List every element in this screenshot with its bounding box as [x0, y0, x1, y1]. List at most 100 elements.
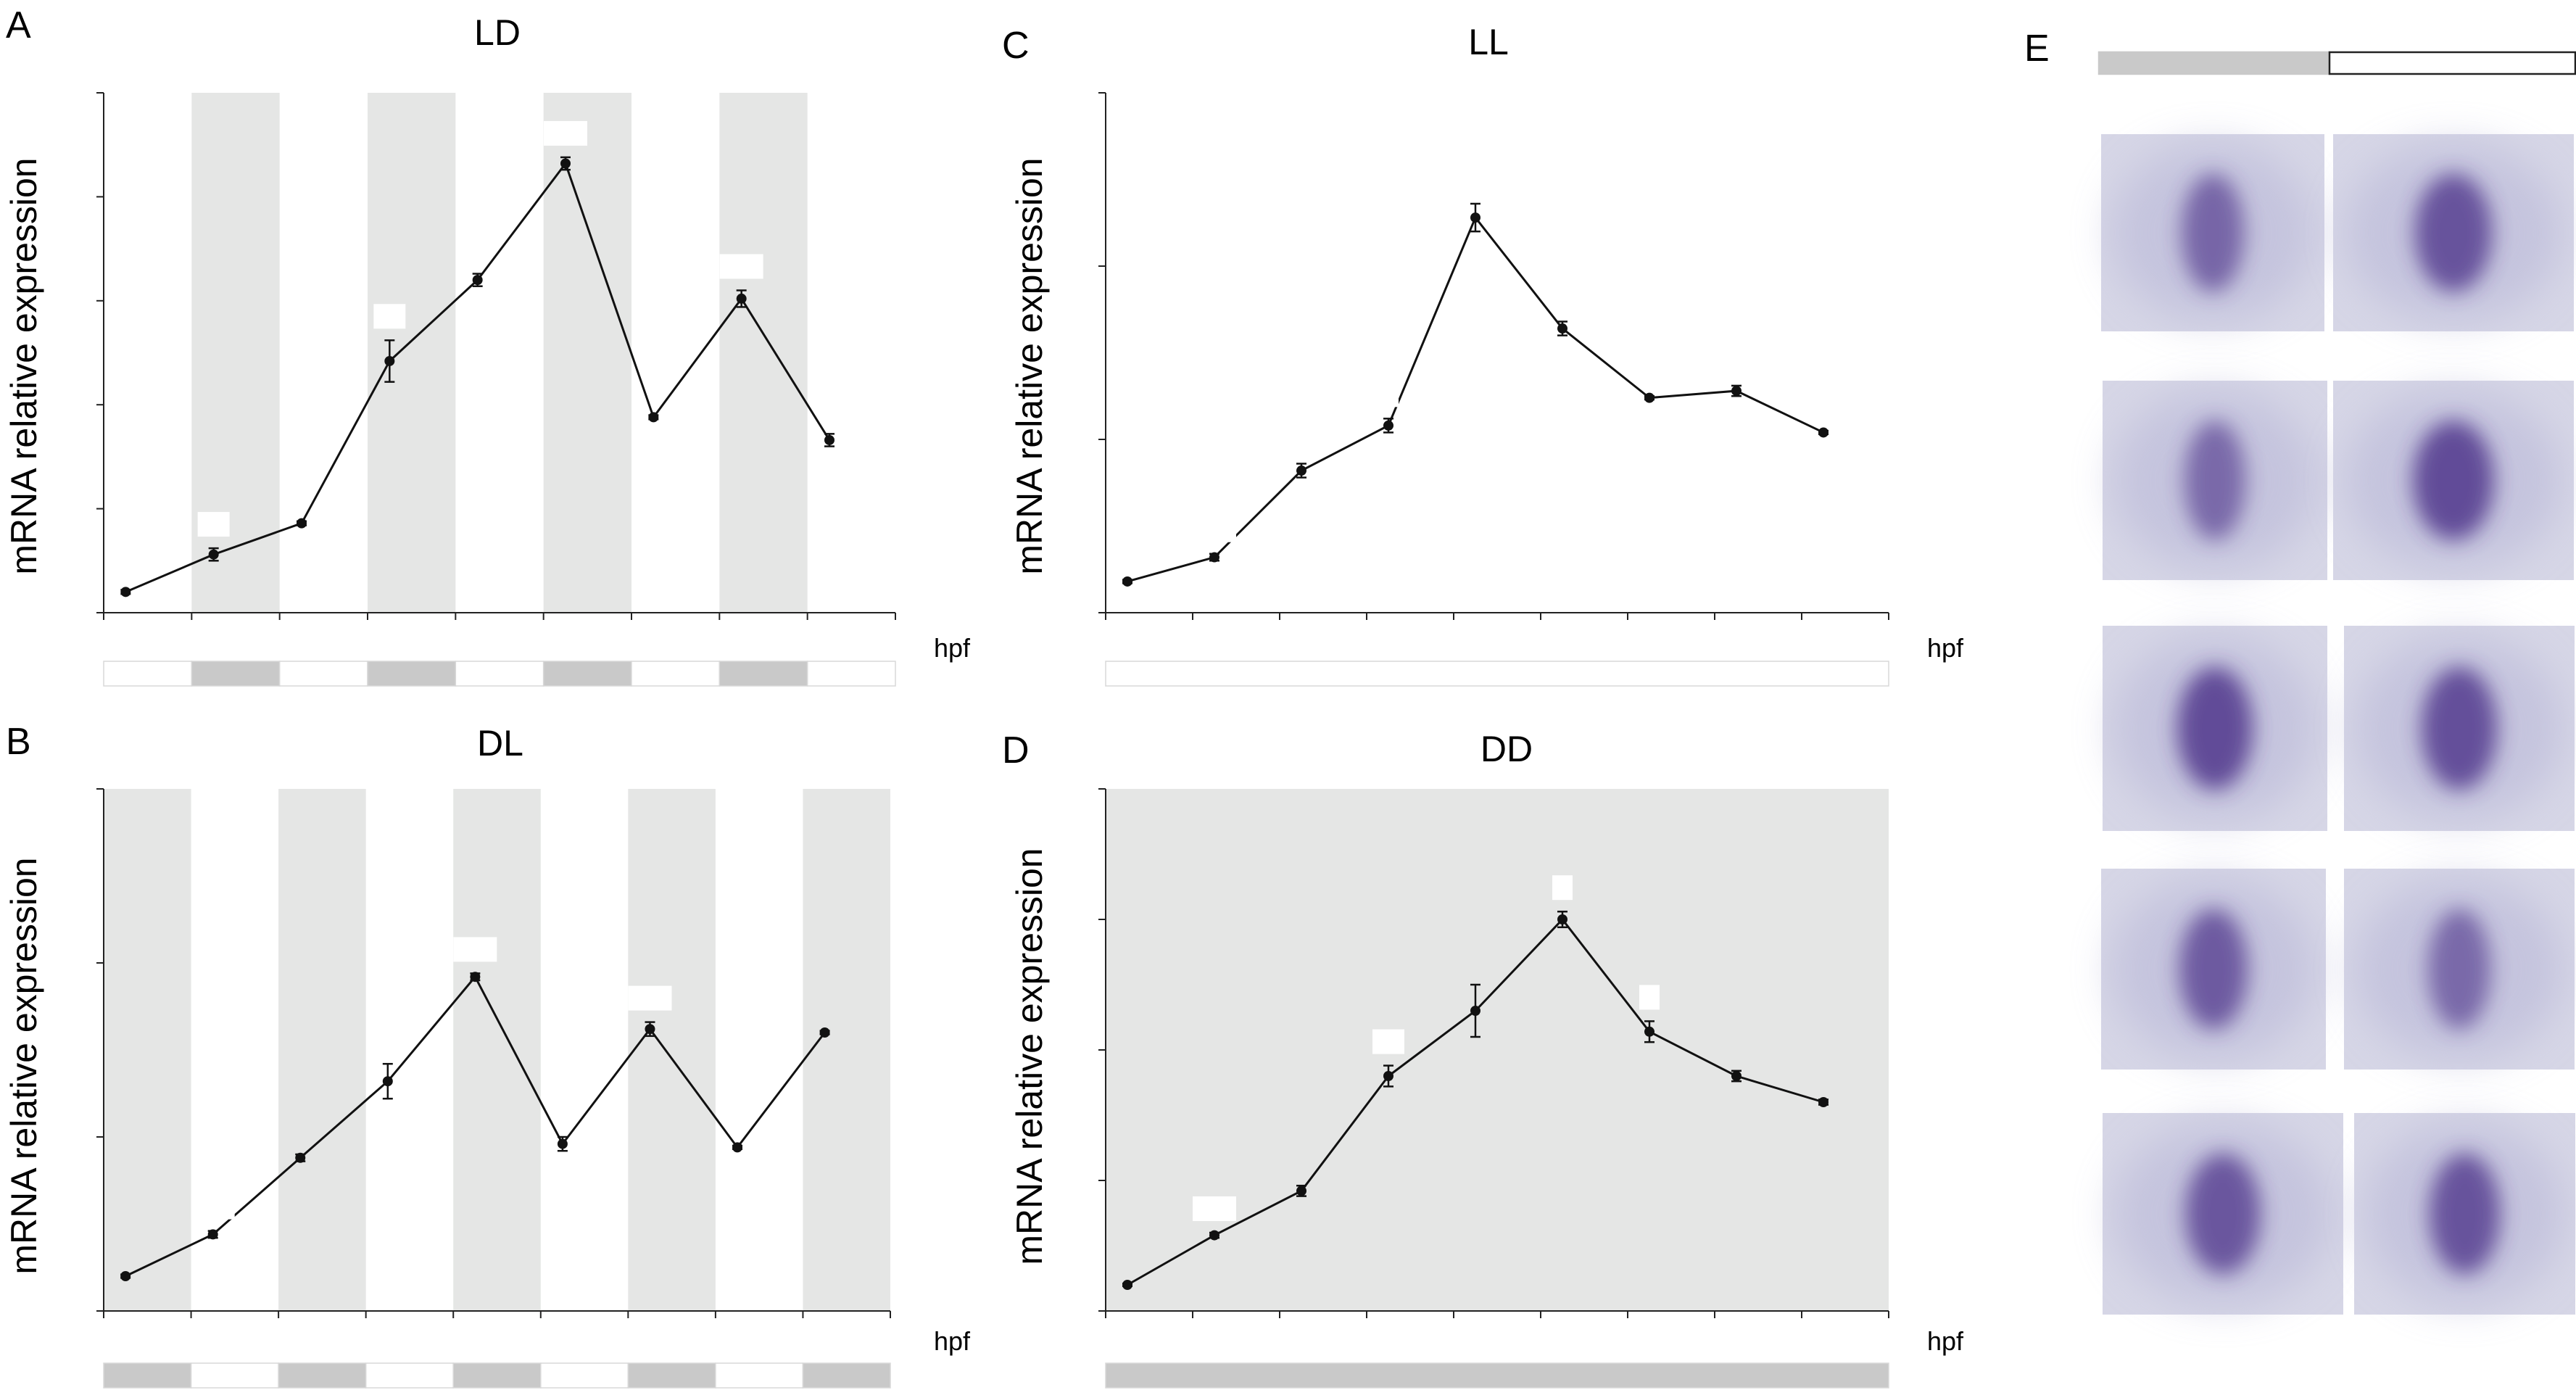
panel-letter-c: C: [1002, 25, 1030, 67]
significance-label-bg: [1372, 1029, 1404, 1054]
data-point: [207, 1229, 218, 1240]
light-phase-bar-segment: [806, 661, 896, 687]
ish-panel-e: E: [2024, 28, 2576, 1315]
data-point: [1557, 914, 1567, 924]
y-axis-label-b: mRNA relative expression: [4, 857, 44, 1274]
light-phase-bar-segment: [365, 1362, 454, 1389]
dark-phase-shading: [278, 789, 366, 1311]
data-point: [1644, 1026, 1654, 1037]
panel-letter-e: E: [2024, 28, 2050, 70]
significance-label-bg: [1459, 167, 1491, 192]
data-point: [645, 1024, 655, 1035]
dark-phase-shading: [803, 789, 890, 1311]
ish-image-dark-phase: [2101, 134, 2324, 331]
dark-phase-bar-segment: [103, 1362, 192, 1389]
ish-stain: [2185, 1153, 2261, 1275]
light-phase-bar-segment: [103, 661, 193, 687]
chart-panel-a: A LD mRNA relative expression hpf: [4, 4, 971, 687]
data-point: [732, 1142, 743, 1153]
x-unit-label-c: hpf: [1927, 633, 1964, 663]
data-point: [1818, 1097, 1829, 1107]
ish-row: [2101, 134, 2574, 331]
plot-c: [1098, 92, 1889, 687]
light-phase-bar-segment: [715, 1362, 804, 1389]
significance-label-bg: [1552, 875, 1573, 901]
data-point: [295, 1152, 306, 1163]
light-phase-bar-segment: [2328, 51, 2576, 75]
ish-stain: [2181, 173, 2245, 292]
data-point: [1209, 552, 1219, 563]
chart-title-d: DD: [1480, 729, 1533, 769]
dark-phase-bar-segment: [1105, 1362, 1889, 1389]
chart-title-c: LL: [1468, 22, 1509, 62]
dark-phase-bar-segment: [278, 1362, 367, 1389]
data-point: [1557, 323, 1567, 334]
dark-phase-bar-segment: [367, 661, 457, 687]
dark-phase-bar-segment: [452, 1362, 542, 1389]
data-point: [1470, 212, 1480, 223]
panel-letter-d: D: [1002, 729, 1030, 771]
data-point: [1644, 392, 1654, 403]
data-point: [1731, 386, 1742, 397]
chart-panel-b: B DL mRNA relative expression hpf: [4, 721, 971, 1389]
dark-phase-shading: [453, 789, 541, 1311]
data-point: [1470, 1006, 1480, 1016]
data-point: [382, 1076, 393, 1087]
ish-row: [2103, 381, 2574, 580]
significance-label-bg: [719, 254, 763, 279]
light-phase-bar-segment: [190, 1362, 279, 1389]
data-point: [824, 434, 834, 445]
data-point: [1209, 1230, 1219, 1241]
x-unit-label-d: hpf: [1927, 1326, 1964, 1356]
significance-label-bg: [1193, 517, 1236, 542]
significance-label-bg: [544, 120, 587, 146]
data-point: [648, 412, 659, 423]
data-point: [472, 275, 483, 286]
data-point: [819, 1027, 830, 1038]
plot-a: [96, 92, 896, 687]
data-point: [470, 972, 481, 982]
ish-light-bar: [2097, 51, 2576, 75]
light-phase-bar-segment: [631, 661, 721, 687]
ish-image-grid: [2101, 134, 2575, 1315]
ish-image-light-phase: [2344, 626, 2575, 831]
ish-image-light-phase: [2333, 134, 2574, 331]
ish-row: [2103, 626, 2575, 831]
ish-image-light-phase: [2333, 381, 2574, 580]
light-phase-bar-segment: [1105, 661, 1889, 687]
ish-image-light-phase: [2344, 869, 2575, 1070]
plot-b: [96, 788, 891, 1389]
panel-letter-a: A: [6, 4, 31, 46]
light-phase-bar-segment: [278, 661, 368, 687]
y-axis-label-d: mRNA relative expression: [1009, 848, 1050, 1265]
ish-row: [2101, 869, 2575, 1070]
data-point: [297, 518, 307, 529]
data-point: [208, 549, 219, 560]
ish-row: [2103, 1113, 2575, 1315]
dark-phase-bar-segment: [718, 661, 808, 687]
significance-label-bg: [191, 1194, 235, 1220]
dark-phase-shading: [543, 93, 631, 613]
data-point: [1818, 427, 1829, 438]
data-point: [1296, 1186, 1306, 1196]
plot-d: [1098, 788, 1889, 1389]
chart-panel-d: D DD mRNA relative expression hpf: [1002, 729, 1964, 1389]
x-unit-label-b: hpf: [934, 1326, 971, 1356]
ish-image-dark-phase: [2103, 1113, 2343, 1315]
ish-image-light-phase: [2354, 1113, 2575, 1315]
significance-label-bg: [373, 304, 406, 329]
data-point: [1731, 1071, 1742, 1081]
dark-phase-shading: [1106, 789, 1889, 1311]
significance-label-bg: [1639, 985, 1660, 1010]
data-point: [384, 355, 395, 366]
data-point: [1122, 576, 1132, 587]
dark-phase-bar-segment: [542, 661, 632, 687]
significance-label-bg: [1378, 382, 1399, 408]
ish-stain: [2179, 909, 2248, 1030]
ish-stain: [2429, 1153, 2501, 1275]
chart-title-a: LD: [474, 12, 521, 53]
data-point: [560, 158, 571, 169]
data-point: [120, 1271, 131, 1281]
significance-label-bg: [197, 512, 230, 537]
